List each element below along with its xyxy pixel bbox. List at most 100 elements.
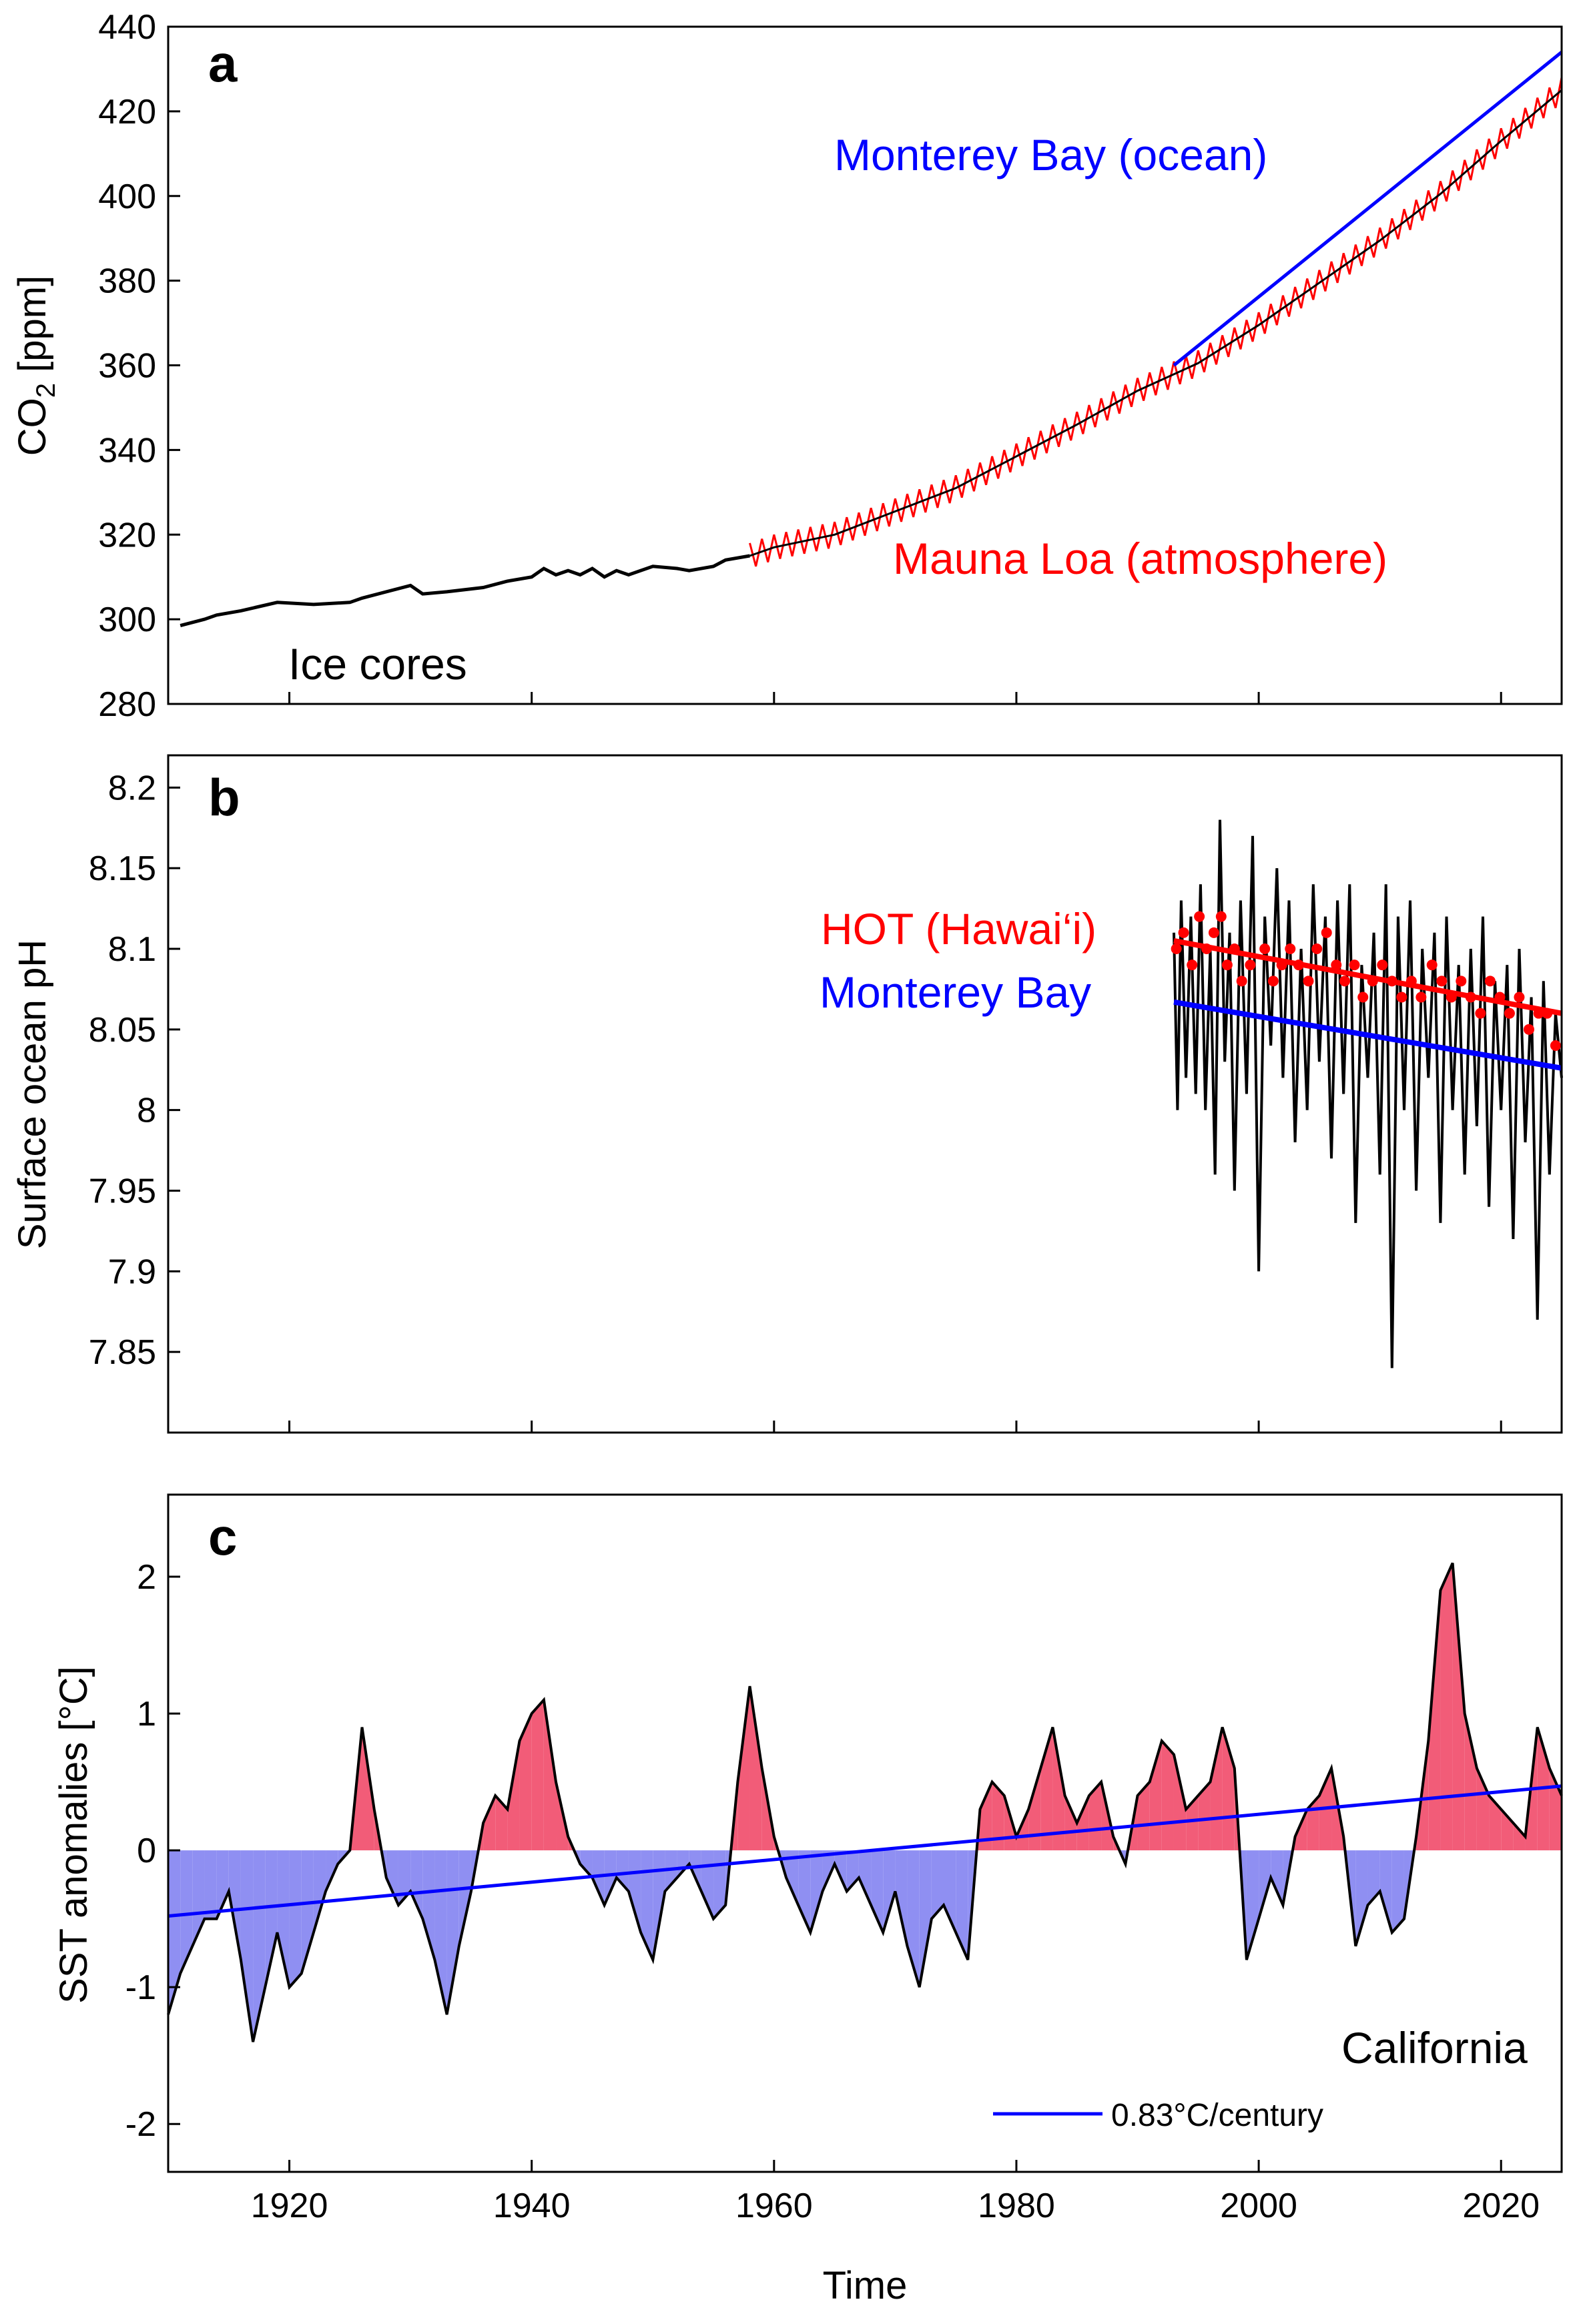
hot-ph-point: [1187, 959, 1198, 971]
warm-anomaly-fill: [1064, 1796, 1077, 1851]
warm-anomaly-fill: [992, 1782, 1004, 1851]
panel-a-lines-layer: [180, 51, 1563, 628]
y-tick-label: 360: [98, 347, 156, 386]
annotation-california: California: [1341, 2023, 1528, 2072]
warm-anomaly-fill: [1161, 1741, 1174, 1851]
sst-trend-line: [168, 1784, 1562, 1918]
hot-ph-point: [1267, 976, 1279, 987]
cool-anomaly-fill: [1246, 1850, 1259, 1960]
warm-anomaly-fill: [1137, 1782, 1150, 1851]
cool-anomaly-fill: [1367, 1850, 1380, 1906]
y-tick-label: 0: [137, 1832, 156, 1870]
warm-anomaly-fill: [1186, 1796, 1199, 1851]
panel-c-y-label: SST anomalies [°C]: [52, 1666, 95, 2004]
cool-anomaly-fill: [956, 1850, 968, 1960]
cool-anomaly-fill: [822, 1850, 835, 1892]
x-axis-label: Time: [823, 2264, 908, 2307]
cool-anomaly-fill: [326, 1850, 338, 1892]
hot-ph-point: [1259, 943, 1271, 954]
mauna-loa-trend-line: [749, 89, 1562, 557]
cool-anomaly-fill: [410, 1850, 423, 1919]
warm-anomaly-fill: [1088, 1782, 1102, 1851]
panel-a-letter: a: [208, 34, 238, 93]
hot-ph-point: [1475, 1008, 1486, 1019]
panel-c: -2 -1 0 1 2 1920 1940 1960 1980 2000 2020 c SST a…: [52, 1493, 1563, 2225]
hot-ph-point: [1484, 976, 1496, 987]
hot-ph-point: [1236, 976, 1247, 987]
cool-anomaly-fill: [422, 1850, 435, 1960]
hot-ph-point: [1245, 959, 1256, 971]
hot-ph-trend-line: [1173, 937, 1562, 1016]
warm-anomaly-fill: [543, 1699, 557, 1851]
monterey-bay-ph-trend-line: [1173, 999, 1562, 1071]
hot-ph-point: [1221, 959, 1233, 971]
y-tick-label: 400: [98, 177, 156, 216]
cool-anomaly-fill: [798, 1850, 811, 1933]
cool-anomaly-fill: [604, 1850, 617, 1906]
annotation-ice-cores: Ice cores: [288, 639, 467, 689]
cool-anomaly-fill: [168, 1850, 181, 2015]
warm-anomaly-fill: [1198, 1782, 1211, 1851]
cool-anomaly-fill: [653, 1850, 665, 1960]
warm-anomaly-fill: [1016, 1809, 1029, 1851]
warm-anomaly-fill: [519, 1713, 532, 1851]
warm-anomaly-fill: [1476, 1768, 1490, 1851]
cool-anomaly-fill: [883, 1850, 896, 1933]
cool-anomaly-fill: [458, 1850, 471, 1946]
panel-c-x-ticks: 1920 1940 1960 1980 2000 2020: [251, 2160, 1540, 2225]
warm-anomaly-fill: [1076, 1796, 1089, 1851]
y-tick-label: 8.1: [108, 930, 156, 969]
panel-a-y-label-subscript: 2: [31, 383, 61, 398]
panel-b-lines-layer: [1171, 819, 1563, 1369]
warm-anomaly-fill: [1549, 1768, 1562, 1851]
panel-b-letter: b: [208, 768, 240, 827]
warm-anomaly-fill: [531, 1699, 544, 1851]
hot-ph-point: [1339, 976, 1350, 987]
panel-a-y-ticks: 280 300 320 340 360 380 400 420 440: [98, 8, 180, 724]
y-tick-label: 8.2: [108, 769, 156, 807]
y-tick-label: 8.05: [89, 1011, 156, 1050]
panel-c-axes-frame: [167, 1493, 1563, 2173]
cool-anomaly-fill: [834, 1850, 847, 1892]
hot-ph-point: [1396, 992, 1407, 1003]
cool-anomaly-fill: [253, 1850, 266, 2042]
panel-c-plot-area: [167, 1562, 1563, 2042]
cool-anomaly-fill: [180, 1850, 193, 1974]
y-tick-label: 8.15: [89, 849, 156, 888]
y-tick-label: -2: [125, 2105, 156, 2144]
cool-anomaly-fill: [919, 1850, 932, 1988]
cool-anomaly-fill: [301, 1850, 314, 1974]
warm-anomaly-fill: [737, 1686, 750, 1851]
y-tick-label: 1: [137, 1695, 156, 1733]
panel-c-letter: c: [208, 1507, 237, 1566]
warm-anomaly-fill: [1428, 1590, 1441, 1851]
y-tick-label: 300: [98, 601, 156, 639]
hot-ph-point: [1523, 1024, 1534, 1035]
cool-anomaly-fill: [580, 1850, 593, 1878]
y-tick-label: 8: [137, 1092, 156, 1130]
x-tick-label: 2020: [1462, 2187, 1540, 2225]
cool-anomaly-fill: [1355, 1850, 1368, 1946]
y-tick-label: 340: [98, 431, 156, 470]
panel-a-y-label-main: CO: [11, 398, 54, 456]
panel-c-fill-layer: [168, 1563, 1562, 2042]
hot-ph-point: [1321, 927, 1332, 938]
y-tick-label: 420: [98, 93, 156, 131]
sst-anomaly-line: [167, 1562, 1563, 2042]
ice-cores-line: [180, 554, 750, 628]
cool-anomaly-fill: [689, 1850, 701, 1892]
monterey-bay-ph-series: [1173, 819, 1563, 1369]
panel-a-axes-frame: [167, 25, 1563, 705]
cool-anomaly-fill: [785, 1850, 799, 1906]
cool-anomaly-fill: [398, 1850, 411, 1906]
panel-b: 7.85 7.9 7.95 8 8.05 8.1 8.15 8.2 b Surface oce…: [11, 754, 1563, 1434]
annotation-monterey-bay-ocean: Monterey Bay (ocean): [834, 130, 1267, 179]
panel-b-y-ticks: 7.85 7.9 7.95 8 8.05 8.1 8.15 8.2: [89, 769, 180, 1372]
x-tick-label: 1920: [251, 2187, 328, 2225]
y-tick-label: 7.85: [89, 1333, 156, 1372]
annotation-hot-hawaii: HOT (Hawai‘i): [821, 904, 1096, 953]
hot-ph-point: [1285, 943, 1296, 954]
panel-c-legend: 0.83°C/century: [993, 2098, 1323, 2133]
